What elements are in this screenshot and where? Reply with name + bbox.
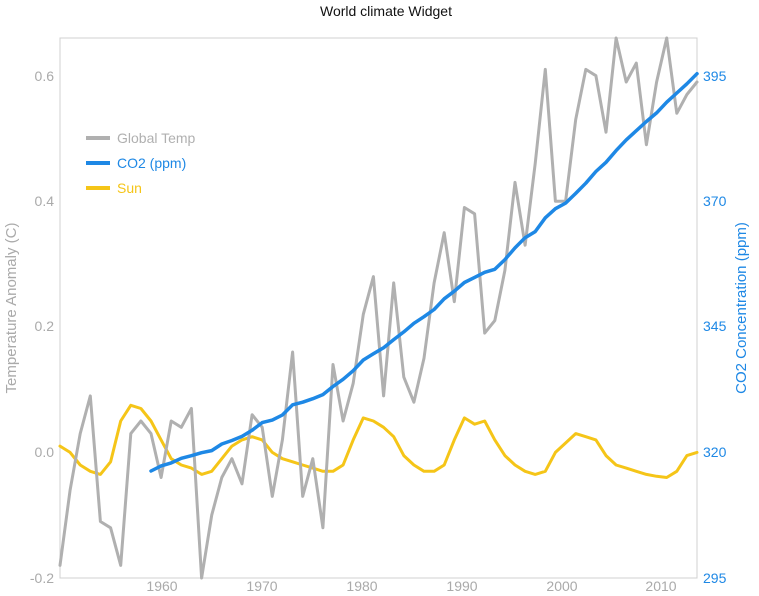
y-right-axis-ticks: 295 320 345 370 395	[703, 68, 727, 586]
x-tick-label: 1960	[146, 578, 177, 594]
legend-label-global-temp: Global Temp	[117, 130, 196, 146]
x-tick-label: 2010	[645, 578, 676, 594]
plot-frame	[59, 37, 698, 579]
y-right-axis-label: CO2 Concentration (ppm)	[733, 222, 750, 394]
legend: Global Temp CO2 (ppm) Sun	[86, 130, 196, 196]
y-left-tick-label: 0.2	[35, 318, 55, 334]
y-left-tick-label: 0.4	[35, 193, 55, 209]
y-right-tick-label: 295	[703, 570, 727, 586]
chart-title: World climate Widget	[320, 3, 452, 19]
series-co2-line	[149, 71, 699, 473]
y-right-tick-label: 345	[703, 318, 727, 334]
y-right-tick-label: 370	[703, 193, 727, 209]
y-left-axis-ticks: -0.2 0.0 0.2 0.4 0.6	[30, 68, 54, 586]
series-global-temp-line	[58, 36, 699, 580]
x-tick-label: 2000	[546, 578, 577, 594]
y-left-tick-label: 0.0	[35, 444, 55, 460]
x-axis-ticks: 1960 1970 1980 1990 2000 2010	[146, 578, 676, 594]
legend-label-co2: CO2 (ppm)	[117, 155, 186, 171]
legend-label-sun: Sun	[117, 180, 142, 196]
y-left-axis-label: Temperature Anomaly (C)	[3, 223, 20, 394]
series-layer	[58, 36, 699, 580]
x-tick-label: 1990	[446, 578, 477, 594]
y-right-tick-label: 320	[703, 444, 727, 460]
x-tick-label: 1980	[346, 578, 377, 594]
y-right-tick-label: 395	[703, 68, 727, 84]
series-sun-line	[58, 403, 699, 479]
y-left-tick-label: -0.2	[30, 570, 54, 586]
y-left-tick-label: 0.6	[35, 68, 55, 84]
x-tick-label: 1970	[246, 578, 277, 594]
